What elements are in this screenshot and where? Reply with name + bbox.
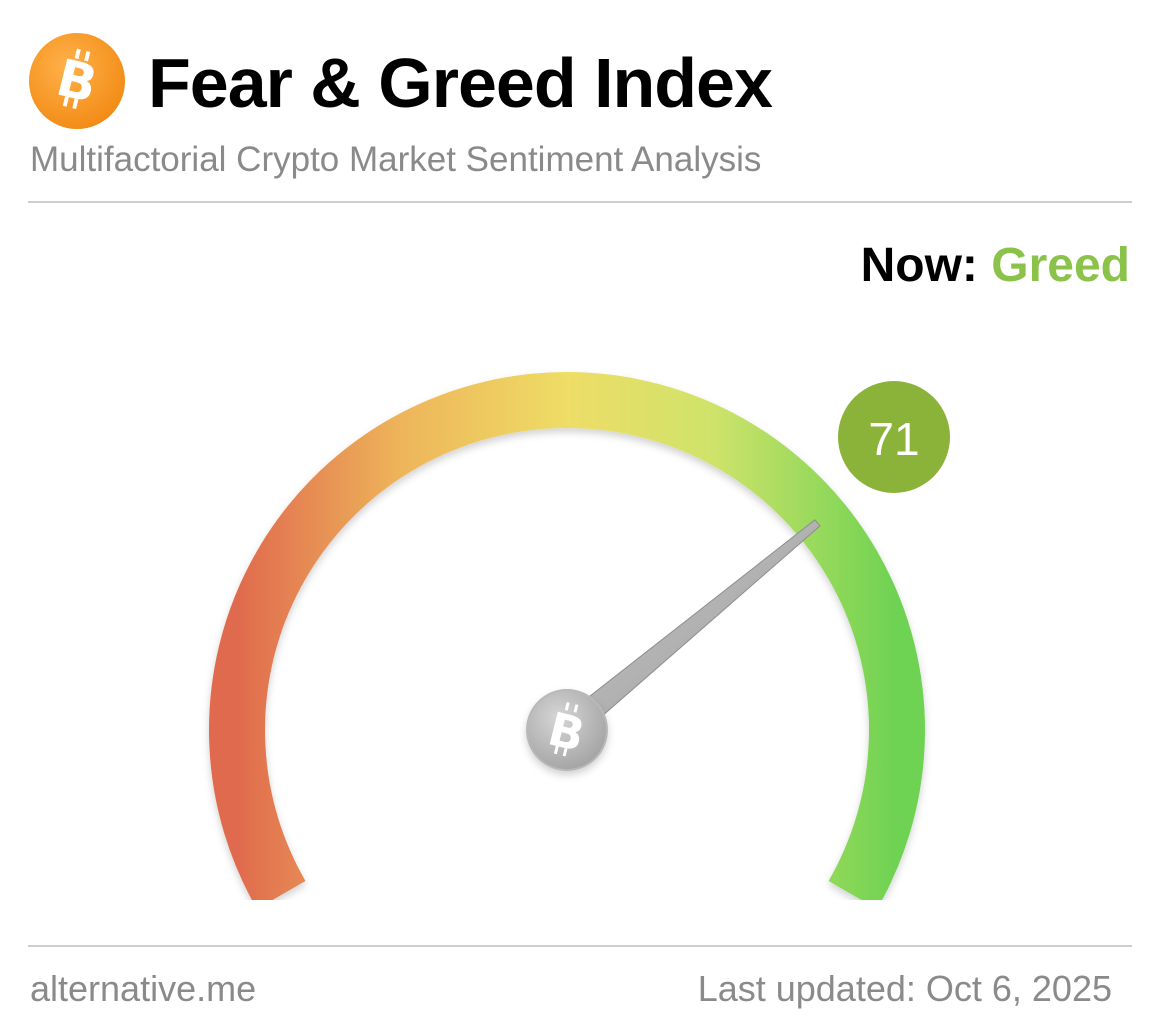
status-value: Greed <box>991 239 1130 292</box>
source-label: alternative.me <box>30 968 257 1009</box>
current-status: Now: Greed <box>861 236 1130 296</box>
gauge-arc <box>209 372 925 900</box>
gauge-value-label: 71 <box>868 413 919 465</box>
top-divider <box>28 201 1132 203</box>
fear-greed-gauge: B 71 <box>209 372 950 900</box>
gauge-hub-bitcoin-icon: B <box>526 689 608 771</box>
header: B Fear & Greed Index <box>28 32 1132 132</box>
bitcoin-logo-icon: B <box>28 32 126 130</box>
bottom-divider <box>28 945 1132 947</box>
gauge-needle <box>574 519 821 728</box>
page-subtitle: Multifactorial Crypto Market Sentiment A… <box>30 140 762 179</box>
status-label: Now: <box>860 239 978 292</box>
last-updated: Last updated: Oct 6, 2025 <box>697 968 1112 1009</box>
page-title: Fear & Greed Index <box>148 44 773 122</box>
gauge-value-badge: 71 <box>838 381 950 493</box>
